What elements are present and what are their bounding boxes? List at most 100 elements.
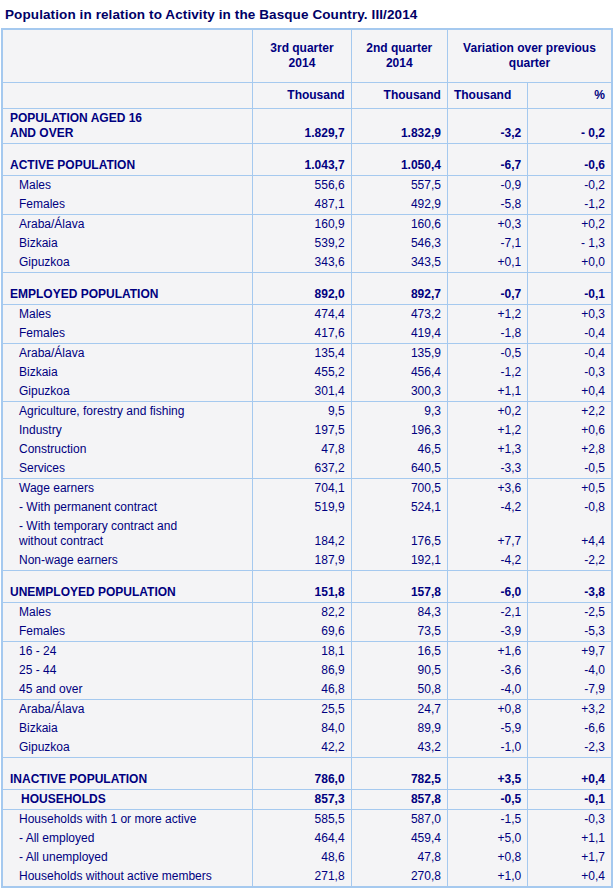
- variation-thousand-value: -0,9: [447, 176, 527, 196]
- variation-thousand-value: -5,9: [447, 719, 527, 738]
- variation-percent-value: +0,6: [528, 421, 612, 440]
- table-row: Gipuzkoa 301,4 300,3 +1,1 +0,4: [2, 382, 612, 402]
- q2-value: 892,7: [351, 273, 447, 305]
- q2-value: 857,8: [351, 790, 447, 810]
- row-label: 45 and over: [2, 680, 253, 700]
- row-label: Males: [2, 305, 253, 325]
- unit-thousand-q3: Thousand: [253, 83, 351, 109]
- unit-percent-variation: %: [528, 83, 612, 109]
- q2-value: 459,4: [351, 829, 447, 848]
- q3-value: 585,5: [253, 810, 351, 830]
- q3-value: 84,0: [253, 719, 351, 738]
- table-row: - With permanent contract 519,9 524,1 -4…: [2, 498, 612, 517]
- q3-value: 42,2: [253, 738, 351, 758]
- variation-thousand-value: +3,5: [447, 758, 527, 790]
- variation-percent-value: +1,7: [528, 848, 612, 867]
- variation-thousand-value: -7,1: [447, 234, 527, 253]
- q3-value: 519,9: [253, 498, 351, 517]
- q2-value: 157,8: [351, 571, 447, 603]
- q3-value: 9,5: [253, 402, 351, 422]
- q3-value: 417,6: [253, 324, 351, 344]
- q2-value: 270,8: [351, 867, 447, 887]
- q2-value: 46,5: [351, 440, 447, 459]
- table-row: - All unemployed 48,6 47,8 +0,8 +1,7: [2, 848, 612, 867]
- row-label: POPULATION AGED 16 AND OVER: [2, 109, 253, 144]
- q3-value: 1.829,7: [253, 109, 351, 144]
- variation-thousand-value: -3,9: [447, 622, 527, 642]
- table-header: 3rd quarter 2014 2nd quarter 2014 Variat…: [2, 29, 612, 109]
- table-row: POPULATION AGED 16 AND OVER 1.829,7 1.83…: [2, 109, 612, 144]
- q3-value: 48,6: [253, 848, 351, 867]
- q2-value: 546,3: [351, 234, 447, 253]
- units-header-row: Thousand Thousand Thousand %: [2, 83, 612, 109]
- empty-header-cell: [2, 29, 253, 83]
- empty-header-cell: [2, 83, 253, 109]
- variation-thousand-value: -3,6: [447, 661, 527, 680]
- table-row: Non-wage earners 187,9 192,1 -4,2 -2,2: [2, 551, 612, 571]
- variation-thousand-value: -0,7: [447, 273, 527, 305]
- q2-value: 192,1: [351, 551, 447, 571]
- row-label: Households with 1 or more active: [2, 810, 253, 830]
- q2-value: 587,0: [351, 810, 447, 830]
- col-header-variation: Variation over previous quarter: [447, 29, 612, 83]
- variation-percent-value: -1,2: [528, 195, 612, 215]
- row-label: Households without active members: [2, 867, 253, 887]
- table-row: HOUSEHOLDS 857,3 857,8 -0,5 -0,1: [2, 790, 612, 810]
- variation-percent-value: +0,5: [528, 479, 612, 499]
- variation-percent-value: -0,1: [528, 273, 612, 305]
- table-row: Households without active members 271,8 …: [2, 867, 612, 887]
- row-label: Females: [2, 622, 253, 642]
- table-row: Araba/Álava 25,5 24,7 +0,8 +3,2: [2, 700, 612, 720]
- variation-thousand-value: -1,2: [447, 363, 527, 382]
- variation-percent-value: +4,4: [528, 517, 612, 551]
- q3-value: 637,2: [253, 459, 351, 479]
- q2-value: 176,5: [351, 517, 447, 551]
- variation-thousand-value: -6,0: [447, 571, 527, 603]
- variation-thousand-value: +3,6: [447, 479, 527, 499]
- table-row: EMPLOYED POPULATION 892,0 892,7 -0,7 -0,…: [2, 273, 612, 305]
- variation-thousand-value: -4,2: [447, 551, 527, 571]
- variation-percent-value: -2,5: [528, 603, 612, 623]
- table-row: Males 556,6 557,5 -0,9 -0,2: [2, 176, 612, 196]
- q2-value: 343,5: [351, 253, 447, 273]
- row-label: Bizkaia: [2, 234, 253, 253]
- variation-thousand-value: -3,2: [447, 109, 527, 144]
- page-title: Population in relation to Activity in th…: [0, 0, 614, 28]
- row-label: - All employed: [2, 829, 253, 848]
- table-row: Gipuzkoa 42,2 43,2 -1,0 -2,3: [2, 738, 612, 758]
- variation-percent-value: +2,8: [528, 440, 612, 459]
- table-row: Araba/Álava 160,9 160,6 +0,3 +0,2: [2, 215, 612, 235]
- row-label: EMPLOYED POPULATION: [2, 273, 253, 305]
- variation-percent-value: -3,8: [528, 571, 612, 603]
- variation-thousand-value: -3,3: [447, 459, 527, 479]
- row-label: - All unemployed: [2, 848, 253, 867]
- variation-percent-value: +9,7: [528, 642, 612, 662]
- unit-thousand-variation: Thousand: [447, 83, 527, 109]
- row-label: Industry: [2, 421, 253, 440]
- q2-value: 24,7: [351, 700, 447, 720]
- table-row: Bizkaia 539,2 546,3 -7,1 - 1,3: [2, 234, 612, 253]
- q2-value: 557,5: [351, 176, 447, 196]
- q3-value: 786,0: [253, 758, 351, 790]
- q2-value: 16,5: [351, 642, 447, 662]
- q2-value: 1.832,9: [351, 109, 447, 144]
- table-row: UNEMPLOYED POPULATION 151,8 157,8 -6,0 -…: [2, 571, 612, 603]
- table-row: Bizkaia 84,0 89,9 -5,9 -6,6: [2, 719, 612, 738]
- row-label: 25 - 44: [2, 661, 253, 680]
- row-label: Services: [2, 459, 253, 479]
- population-activity-table: 3rd quarter 2014 2nd quarter 2014 Variat…: [1, 28, 613, 888]
- variation-percent-value: +0,4: [528, 867, 612, 887]
- col-header-2nd-quarter: 2nd quarter 2014: [351, 29, 447, 83]
- table-row: Males 82,2 84,3 -2,1 -2,5: [2, 603, 612, 623]
- q3-value: 556,6: [253, 176, 351, 196]
- q3-value: 464,4: [253, 829, 351, 848]
- q2-value: 50,8: [351, 680, 447, 700]
- q3-value: 704,1: [253, 479, 351, 499]
- row-label: Araba/Álava: [2, 344, 253, 364]
- table-row: Construction 47,8 46,5 +1,3 +2,8: [2, 440, 612, 459]
- q2-value: 300,3: [351, 382, 447, 402]
- row-label: Gipuzkoa: [2, 253, 253, 273]
- q2-value: 9,3: [351, 402, 447, 422]
- table-row: Wage earners 704,1 700,5 +3,6 +0,5: [2, 479, 612, 499]
- q3-value: 135,4: [253, 344, 351, 364]
